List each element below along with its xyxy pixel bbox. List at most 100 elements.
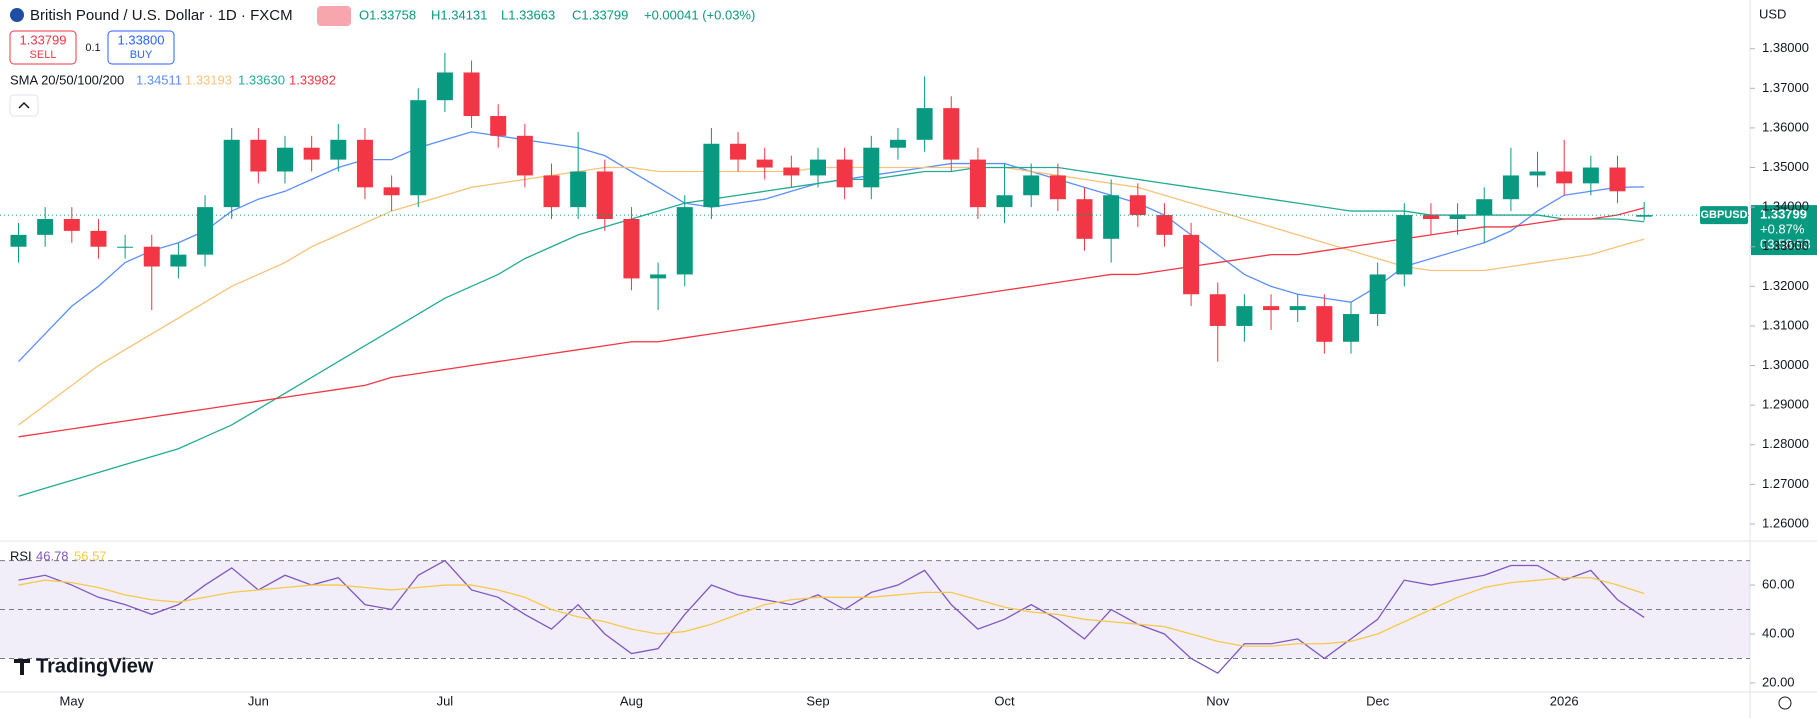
- candle-body: [810, 159, 826, 176]
- candle-body: [223, 139, 240, 208]
- candle-body: [1529, 171, 1546, 176]
- quote-open: O1.33758: [359, 7, 416, 22]
- price-tag: [1751, 205, 1817, 256]
- candle-body: [1422, 215, 1439, 220]
- y-tick-label: 1.38000: [1762, 40, 1809, 55]
- candle-body: [383, 187, 400, 196]
- settings-icon[interactable]: [1778, 696, 1792, 710]
- candle-body: [90, 230, 107, 247]
- candle-body: [63, 219, 80, 231]
- candle-body: [996, 195, 1013, 208]
- y-tick-label: 60.00: [1762, 576, 1795, 591]
- candle-body: [37, 219, 54, 235]
- currency-label[interactable]: USD: [1759, 6, 1786, 21]
- flag-icon: [10, 8, 24, 22]
- candle-body: [250, 139, 267, 172]
- candle-body: [1316, 306, 1333, 342]
- candle-body: [117, 246, 134, 248]
- chevron-icon: [18, 101, 30, 109]
- price-tag-change: +0.87%: [1760, 222, 1805, 237]
- x-tick-label: Nov: [1206, 693, 1230, 708]
- sell-price: 1.33799: [20, 32, 67, 47]
- legend-value: 1.33630: [238, 72, 285, 87]
- y-tick-label: 1.29000: [1762, 397, 1809, 412]
- indicator-line: [18, 166, 1645, 497]
- x-tick-label: Dec: [1366, 693, 1390, 708]
- y-tick-label: 1.33000: [1762, 238, 1809, 253]
- candle-body: [836, 159, 853, 188]
- y-tick-label: 1.32000: [1762, 278, 1809, 293]
- symbol-tag-text: GBPUSD: [1700, 209, 1747, 221]
- y-tick-label: 1.27000: [1762, 476, 1809, 491]
- indicator-line: [18, 559, 1645, 674]
- candle-body: [1343, 314, 1359, 342]
- indicator-badge[interactable]: [317, 6, 351, 26]
- buy-price: 1.33800: [118, 32, 165, 47]
- candle-body: [1476, 199, 1493, 216]
- rsi-value: 46.78: [36, 548, 69, 563]
- candle-body: [1049, 175, 1066, 200]
- x-tick-label: May: [60, 693, 85, 708]
- candle-body: [916, 108, 933, 140]
- spread: 0.1: [85, 42, 100, 54]
- y-tick-label: 1.36000: [1762, 119, 1809, 134]
- sell-button[interactable]: [9, 30, 77, 65]
- candle-body: [516, 135, 533, 176]
- buy-button[interactable]: [107, 30, 175, 65]
- candle-body: [1103, 195, 1120, 239]
- candle-body: [1556, 171, 1573, 184]
- x-tick-label: 2026: [1550, 693, 1579, 708]
- candle-body: [943, 108, 960, 160]
- candle-body: [1156, 215, 1173, 235]
- indicator-line: [18, 207, 1645, 438]
- candle-body: [1236, 306, 1253, 326]
- candle-body: [1369, 274, 1386, 315]
- indicator-name: SMA 20/50/100/200: [10, 72, 124, 87]
- rsi-label: RSI: [10, 548, 32, 563]
- candle-body: [969, 159, 986, 208]
- candle-body: [197, 207, 214, 255]
- candle-body: [463, 72, 480, 117]
- indicator-lines: [0, 131, 1750, 674]
- price-tag-countdown: 03:58:53: [1760, 237, 1811, 252]
- chart-title: British Pound / U.S. Dollar · 1D · FXCM: [30, 7, 293, 24]
- indicator-line: [18, 166, 1645, 426]
- y-tick-label: 1.37000: [1762, 80, 1809, 95]
- candle-body: [783, 167, 800, 176]
- candle-body: [543, 175, 560, 208]
- candle-body: [330, 139, 347, 160]
- legend-value: 1.33982: [289, 72, 336, 87]
- candle-body: [596, 171, 613, 220]
- y-tick-label: 1.26000: [1762, 515, 1809, 530]
- candle-body: [1502, 175, 1519, 200]
- indicator-line: [18, 577, 1645, 647]
- candle-body: [1582, 167, 1599, 184]
- candle-body: [436, 72, 453, 101]
- x-tick-label: Oct: [994, 693, 1015, 708]
- quote-low: L1.33663: [501, 7, 555, 22]
- candle-body: [1609, 167, 1626, 192]
- price-tag-value: 1.33799: [1760, 207, 1807, 222]
- x-tick-label: Jun: [248, 693, 269, 708]
- candle-body: [356, 139, 373, 188]
- y-tick-label: 1.30000: [1762, 357, 1809, 372]
- collapse-button[interactable]: [9, 94, 39, 117]
- legend-value: 1.33193: [185, 72, 232, 87]
- candle-body: [863, 147, 880, 188]
- candle-body: [1396, 215, 1413, 275]
- candle-body: [650, 274, 667, 279]
- candle-body: [570, 171, 587, 208]
- candle-body: [303, 147, 320, 160]
- candle-body: [1289, 306, 1306, 311]
- legend-value: 1.34511: [136, 72, 182, 87]
- x-tick-label: Jul: [437, 693, 454, 708]
- logo-text[interactable]: TradingView: [36, 655, 154, 677]
- y-tick-label: 1.34000: [1762, 199, 1809, 214]
- candles: [10, 52, 1653, 362]
- candle-body: [730, 143, 747, 160]
- candle-body: [1023, 175, 1040, 196]
- x-tick-label: Aug: [620, 693, 643, 708]
